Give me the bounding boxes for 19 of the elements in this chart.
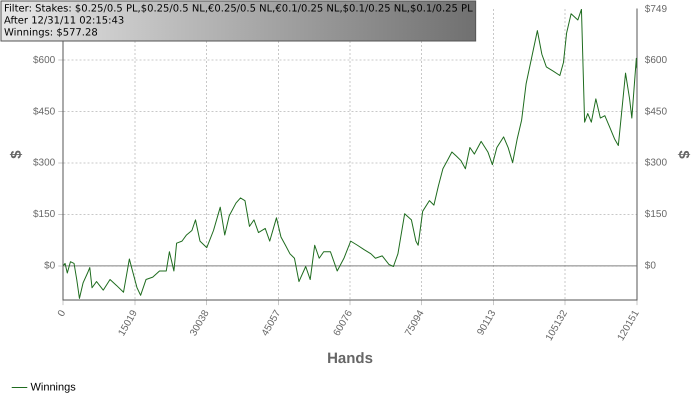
y-tick-label: $0	[44, 260, 56, 272]
legend-label: Winnings	[30, 382, 76, 394]
y-axis-title: $	[8, 150, 26, 159]
y-tick-label: $150	[32, 209, 56, 220]
y-tick-label: $300	[32, 158, 56, 169]
y2-axis-title: $	[674, 150, 692, 160]
annotation: After 12/31/11 02:15:43	[4, 16, 124, 27]
y2-tick-label: $600	[644, 54, 668, 66]
annotation: Filter: Stakes: $0.25/0.5 PL,$0.25/0.5 NL,€0.25/0.5 NL,€0.1/0.25 NL,$0.1/0.25 NL,$0.1/0.25 PL	[4, 4, 474, 15]
y-tick-label: $600	[32, 54, 56, 66]
y-tick-label: $450	[32, 106, 56, 118]
y2-tick-label: $150	[644, 209, 668, 220]
annotation: Winnings: $577.28	[4, 28, 98, 39]
y2-tick-label: $749	[644, 4, 668, 15]
y2-tick-label: $450	[644, 106, 668, 118]
y2-tick-label: $300	[644, 158, 668, 169]
y2-tick-label: $0	[644, 260, 656, 272]
x-axis-title: Hands	[327, 350, 373, 368]
x-tick-label: 0	[56, 308, 68, 319]
